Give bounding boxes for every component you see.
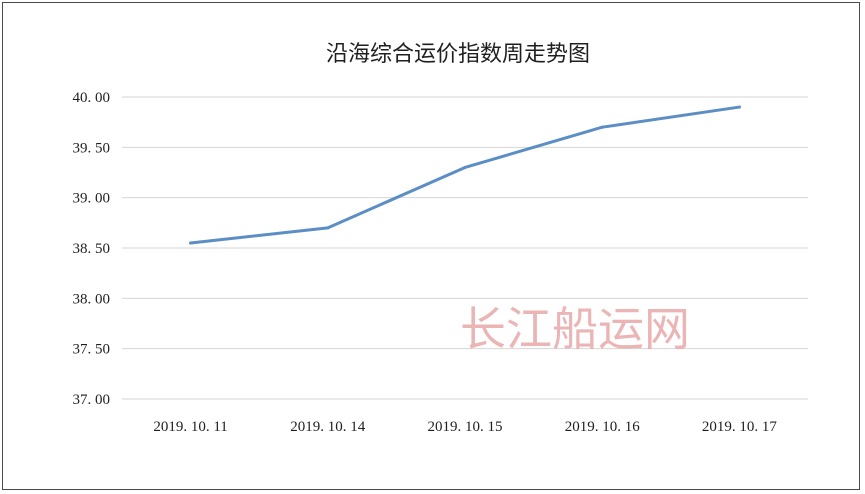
y-axis-ticks: 37. 00 37. 50 38. 00 38. 50 39. 00 39. 50 40. … — [73, 90, 111, 408]
y-tick-label: 38. 50 — [73, 241, 111, 257]
data-point — [189, 241, 193, 245]
y-tick-label: 40. 00 — [73, 90, 111, 106]
x-tick-label: 2019. 10. 15 — [428, 419, 503, 435]
x-tick-label: 2019. 10. 14 — [290, 419, 366, 435]
series-line — [189, 105, 741, 245]
y-tick-label: 37. 50 — [73, 342, 111, 358]
data-point — [326, 226, 330, 230]
chart-frame — [2, 2, 860, 490]
watermark: 长江船运网 — [460, 302, 690, 356]
y-tick-label: 37. 00 — [73, 392, 111, 408]
x-tick-label: 2019. 10. 11 — [153, 419, 227, 435]
gridlines — [122, 96, 808, 400]
y-tick-label: 39. 50 — [73, 140, 111, 156]
y-tick-label: 39. 00 — [73, 191, 111, 207]
chart-title: 沿海综合运价指数周走势图 — [326, 42, 590, 67]
data-point — [600, 125, 604, 129]
x-axis-ticks: 2019. 10. 11 2019. 10. 14 2019. 10. 15 2019… — [153, 419, 777, 435]
y-tick-label: 38. 00 — [73, 291, 111, 307]
data-point — [463, 165, 467, 169]
x-tick-label: 2019. 10. 17 — [702, 419, 778, 435]
x-tick-label: 2019. 10. 16 — [565, 419, 641, 435]
data-point — [737, 105, 741, 109]
series-layer — [189, 105, 741, 245]
